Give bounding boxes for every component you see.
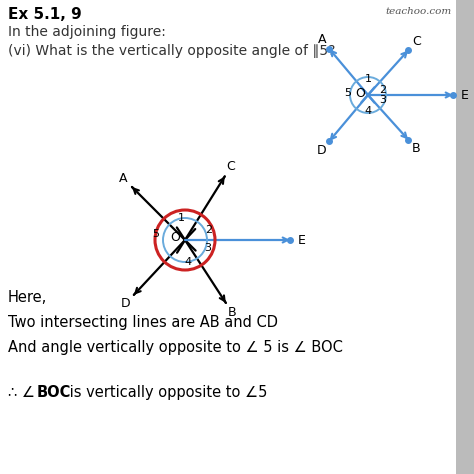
Text: C: C <box>412 35 420 48</box>
Text: Two intersecting lines are AB and CD: Two intersecting lines are AB and CD <box>8 315 278 330</box>
Text: B: B <box>228 307 237 319</box>
Text: 5: 5 <box>345 88 352 98</box>
Text: 3: 3 <box>380 95 386 106</box>
Text: O: O <box>355 86 365 100</box>
Text: (vi) What is the vertically opposite angle of ∥5?: (vi) What is the vertically opposite ang… <box>8 44 336 58</box>
Text: 1: 1 <box>365 74 372 84</box>
Text: And angle vertically opposite to ∠ 5 is ∠ BOC: And angle vertically opposite to ∠ 5 is … <box>8 340 343 355</box>
Text: 1: 1 <box>178 213 185 223</box>
Text: BOC: BOC <box>37 385 72 400</box>
Text: is vertically opposite to ∠5: is vertically opposite to ∠5 <box>65 385 267 400</box>
Text: B: B <box>412 142 420 155</box>
Text: 4: 4 <box>184 257 191 267</box>
Text: In the adjoining figure:: In the adjoining figure: <box>8 25 166 39</box>
Text: 2: 2 <box>380 84 387 94</box>
Bar <box>456 0 474 474</box>
Text: teachoo.com: teachoo.com <box>386 7 452 16</box>
Text: Ex 5.1, 9: Ex 5.1, 9 <box>8 7 82 22</box>
Text: 3: 3 <box>204 243 211 253</box>
Text: ∴ ∠: ∴ ∠ <box>8 385 40 400</box>
Text: A: A <box>119 172 128 185</box>
Text: D: D <box>121 297 130 310</box>
Text: A: A <box>318 33 326 46</box>
Text: 2: 2 <box>206 225 213 235</box>
Text: 5: 5 <box>152 229 159 239</box>
Text: D: D <box>317 144 327 156</box>
Text: C: C <box>227 160 236 173</box>
Text: E: E <box>461 89 469 101</box>
Text: O: O <box>170 230 180 244</box>
Text: E: E <box>298 234 306 246</box>
Text: 4: 4 <box>365 106 372 116</box>
Text: Here,: Here, <box>8 290 47 305</box>
